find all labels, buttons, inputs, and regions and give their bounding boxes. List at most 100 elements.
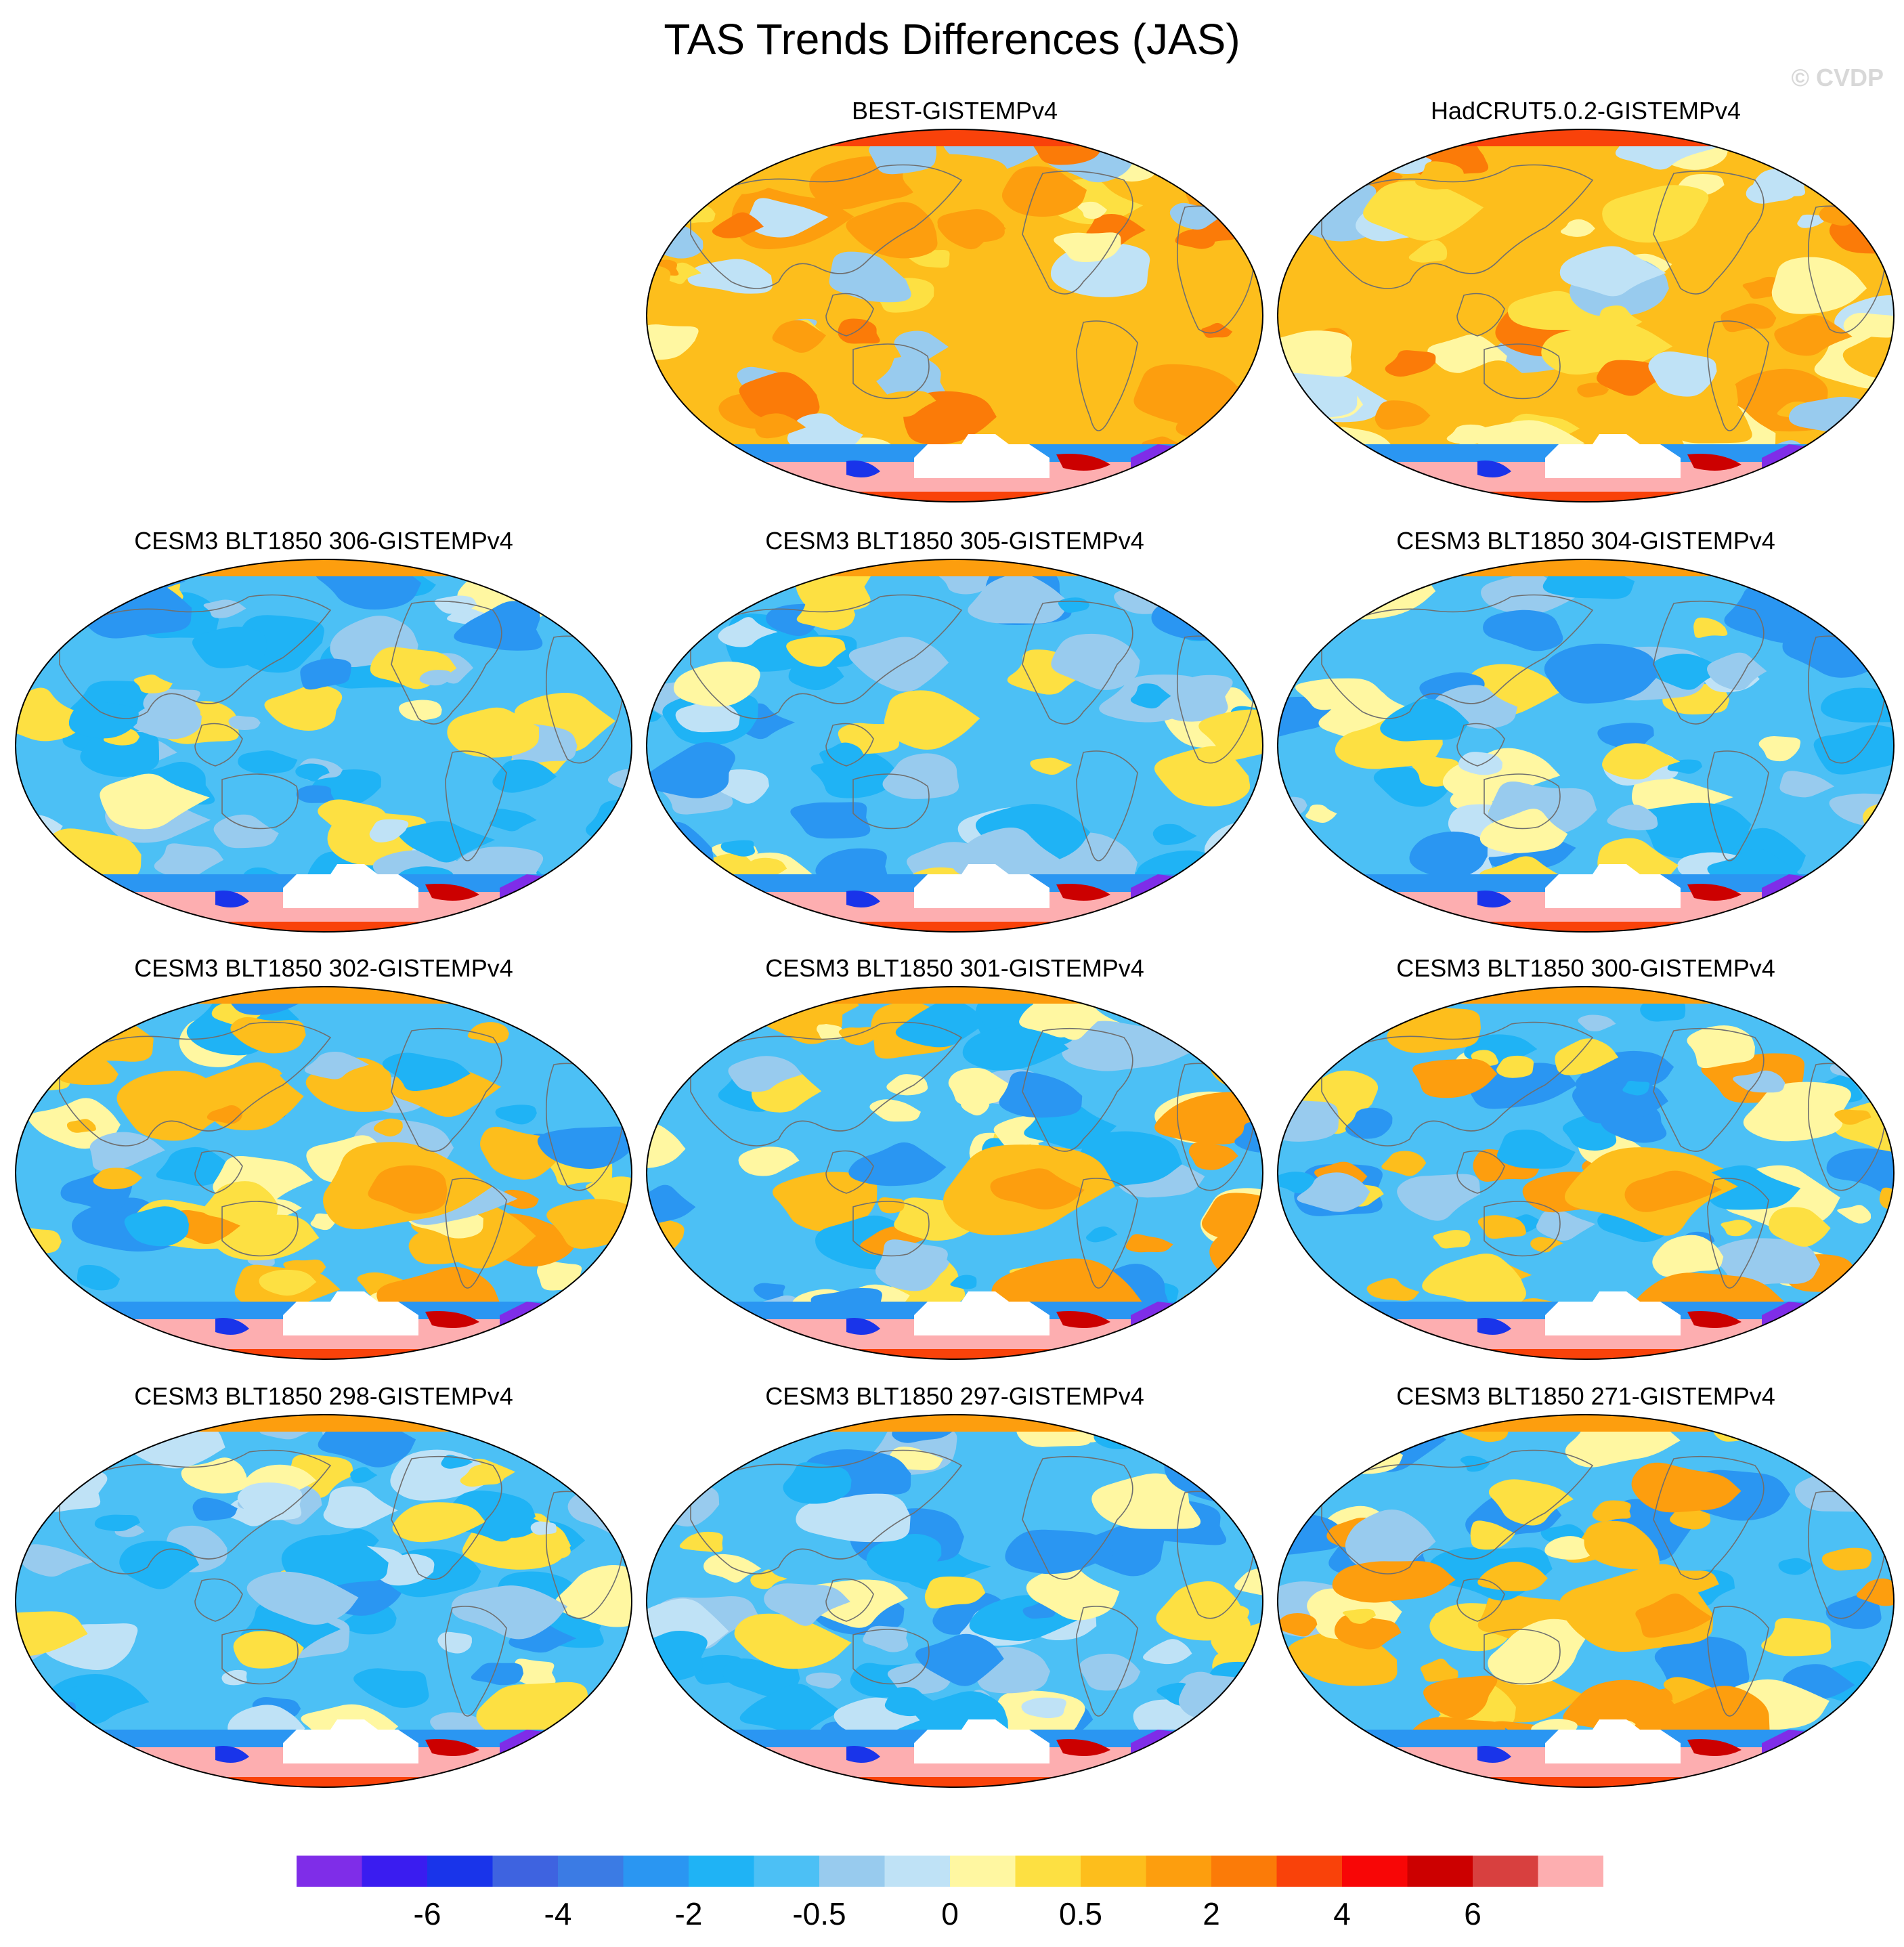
anomaly-region xyxy=(419,670,452,686)
anomaly-region xyxy=(213,814,279,849)
colorbar-tick-label: 6 xyxy=(1464,1896,1481,1931)
anomaly-region xyxy=(1470,1520,1515,1550)
anomaly-region xyxy=(1278,1269,1293,1285)
anomaly-region xyxy=(1663,1677,1718,1703)
coastline xyxy=(1653,170,1765,295)
anomaly-region xyxy=(1041,331,1097,362)
anomaly-region xyxy=(755,413,806,439)
panel-label: CESM3 BLT1850 301-GISTEMPv4 xyxy=(765,954,1144,982)
coastline xyxy=(1076,1178,1138,1289)
anomaly-region xyxy=(1298,571,1360,601)
anomaly-region xyxy=(1278,330,1352,377)
anomaly-region xyxy=(1420,1659,1458,1682)
anomaly-region xyxy=(1488,1479,1574,1526)
colorbar-box xyxy=(819,1856,885,1887)
anomaly-region xyxy=(1081,1522,1165,1577)
anomaly-region xyxy=(738,1147,800,1176)
map-panel: CESM3 BLT1850 298-GISTEMPv4 xyxy=(12,1382,635,1795)
anomaly-region xyxy=(1648,351,1717,397)
anomaly-region xyxy=(1577,383,1609,398)
colorbar-box xyxy=(427,1856,493,1887)
coastline xyxy=(391,1455,502,1580)
anomaly-region xyxy=(1631,773,1733,819)
anomaly-region xyxy=(1188,586,1263,635)
anomaly-region xyxy=(796,1491,911,1543)
anomaly-region xyxy=(1631,1462,1741,1513)
anomaly-region xyxy=(1488,1619,1587,1686)
anomaly-region xyxy=(886,1074,928,1096)
coastline xyxy=(1022,170,1133,295)
anomaly-region xyxy=(460,1464,506,1487)
anomaly-region xyxy=(1477,1215,1526,1239)
anomaly-region xyxy=(1774,315,1853,356)
colorbar-tick-label: 4 xyxy=(1333,1896,1351,1931)
coastline xyxy=(445,750,507,861)
anomaly-region xyxy=(89,1132,165,1172)
anomaly-region xyxy=(1188,1142,1238,1170)
panel-label: CESM3 BLT1850 298-GISTEMPv4 xyxy=(134,1382,513,1410)
map-panel: HadCRUT5.0.2-GISTEMPv4 xyxy=(1274,96,1897,509)
anomaly-region xyxy=(1330,1435,1404,1474)
anomaly-region xyxy=(1054,232,1121,263)
anomaly-region xyxy=(1408,240,1448,263)
anomaly-region xyxy=(1202,1193,1263,1239)
anomaly-region xyxy=(1278,1172,1318,1193)
anomaly-region xyxy=(1423,1675,1498,1719)
anomaly-region xyxy=(203,599,246,618)
map-globe xyxy=(1277,559,1895,933)
coastline xyxy=(1484,1629,1561,1685)
anomaly-region xyxy=(1842,334,1894,379)
anomaly-region xyxy=(739,1684,842,1736)
anomaly-region xyxy=(647,742,735,798)
map-panel: CESM3 BLT1850 305-GISTEMPv4 xyxy=(643,526,1266,939)
anomaly-region xyxy=(1721,1220,1752,1237)
anomaly-region xyxy=(1483,609,1563,651)
anomaly-region xyxy=(1154,746,1251,807)
coastline xyxy=(1321,164,1594,289)
anomaly-region xyxy=(1779,771,1835,798)
anomaly-region xyxy=(877,391,936,417)
coastline xyxy=(194,723,243,767)
anomaly-region xyxy=(530,1521,557,1535)
anomaly-region xyxy=(1345,1509,1436,1573)
anomaly-region xyxy=(1297,1172,1370,1212)
coastline xyxy=(1653,600,1765,725)
anomaly-region xyxy=(960,1095,990,1116)
anomaly-region xyxy=(882,753,959,799)
anomaly-region xyxy=(1412,316,1437,330)
anomaly-region xyxy=(1507,291,1609,330)
anomaly-region xyxy=(819,742,865,767)
colorbar-box xyxy=(950,1856,1016,1887)
anomaly-region xyxy=(156,1147,235,1186)
map-globe xyxy=(15,559,632,933)
anomaly-region xyxy=(1707,652,1767,691)
anomaly-region xyxy=(143,688,201,721)
coastline xyxy=(825,293,874,337)
coastline xyxy=(1076,320,1138,431)
anomaly-region xyxy=(903,1251,950,1277)
coastline xyxy=(1321,1021,1594,1147)
colorbar-box xyxy=(1473,1856,1538,1887)
panel-label: CESM3 BLT1850 271-GISTEMPv4 xyxy=(1396,1382,1775,1410)
anomaly-region xyxy=(704,1554,762,1583)
anomaly-region xyxy=(1125,1234,1173,1253)
coastline xyxy=(1484,773,1561,830)
anomaly-region xyxy=(739,372,820,423)
anomaly-region xyxy=(62,1686,93,1700)
anomaly-region xyxy=(264,685,343,731)
coastline xyxy=(59,1021,332,1147)
coastline xyxy=(1321,1449,1594,1575)
colorbar-box xyxy=(1538,1856,1603,1887)
anomaly-region xyxy=(1602,185,1709,243)
anomaly-region xyxy=(382,1052,471,1092)
anomaly-region xyxy=(734,1613,852,1669)
colorbar: -6 -4 -2 -0.5 0 0.5 2 4 6 xyxy=(297,1856,1603,1931)
anomaly-region xyxy=(1602,743,1681,779)
anomaly-region xyxy=(1303,145,1341,163)
anomaly-region xyxy=(878,1197,905,1214)
anomaly-region xyxy=(323,1486,398,1528)
anomaly-region xyxy=(1433,1230,1471,1249)
anomaly-region xyxy=(77,1264,121,1291)
anomaly-region xyxy=(192,626,267,668)
anomaly-region xyxy=(937,209,1005,242)
